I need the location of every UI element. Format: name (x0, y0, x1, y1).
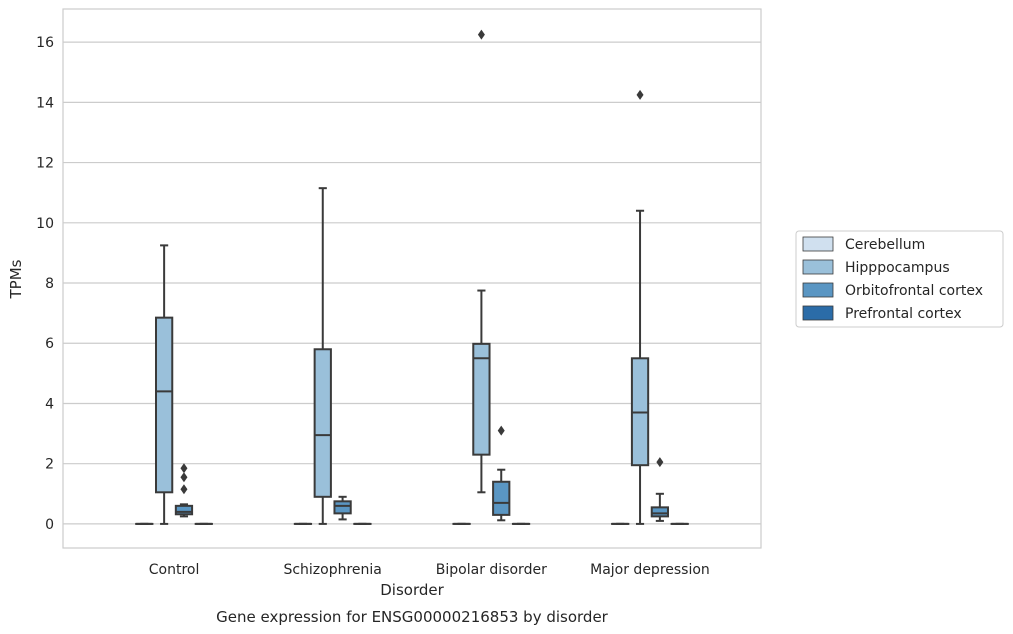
outlier-point (477, 29, 485, 40)
box-plots (135, 29, 689, 525)
x-tick-labels: Control Schizophrenia Bipolar disorder Majo… (149, 562, 710, 578)
legend-label: Orbitofrontal cortex (845, 283, 983, 299)
box-body (492, 480, 511, 516)
box-hipppocampus (313, 187, 332, 525)
legend-label: Hipppocampus (845, 260, 950, 276)
legend-swatch (802, 236, 834, 252)
legend-swatch (802, 305, 834, 321)
outlier-point (180, 463, 188, 474)
box-hipppocampus (155, 244, 174, 525)
outlier-point (656, 457, 664, 468)
x-tick-label: Schizophrenia (283, 562, 381, 578)
box-orbitofrontal-cortex (650, 457, 669, 522)
y-tick-label: 4 (45, 396, 54, 412)
grid-lines (63, 41, 761, 525)
outlier-point (180, 484, 188, 495)
y-tick-label: 2 (45, 457, 54, 473)
box-orbitofrontal-cortex (174, 463, 194, 518)
x-axis-title: Disorder (380, 581, 444, 599)
outlier-point (497, 425, 505, 436)
y-tick-label: 14 (36, 95, 54, 111)
y-tick-label: 8 (45, 276, 54, 292)
x-tick-label: Bipolar disorder (436, 562, 547, 578)
box-body (174, 504, 194, 516)
box-orbitofrontal-cortex (492, 425, 511, 522)
y-tick-label: 0 (45, 517, 54, 533)
y-tick-label: 12 (36, 156, 54, 172)
box-body (155, 316, 174, 494)
plot-frame (62, 8, 762, 549)
outlier-point (180, 472, 188, 483)
x-tick-label: Control (149, 562, 200, 578)
legend-swatch (802, 282, 834, 298)
box-orbitofrontal-cortex (333, 495, 352, 521)
y-tick-label: 16 (36, 35, 54, 51)
box-body (313, 348, 332, 498)
chart-caption: Gene expression for ENSG00000216853 by d… (216, 608, 609, 626)
box-hipppocampus (630, 89, 650, 525)
legend-items: Cerebellum Hipppocampus Orbitofrontal cort… (802, 236, 983, 322)
box-body (472, 342, 491, 456)
box-hipppocampus (472, 29, 491, 494)
y-tick-labels: 0 2 4 6 8 10 12 14 16 (36, 35, 54, 533)
box-body (333, 500, 352, 515)
outlier-point (636, 89, 644, 100)
legend: Cerebellum Hipppocampus Orbitofrontal cort… (795, 230, 1004, 328)
x-tick-label: Major depression (590, 562, 710, 578)
y-tick-label: 6 (45, 336, 54, 352)
legend-swatch (802, 259, 834, 275)
legend-label: Cerebellum (845, 237, 925, 253)
box-body (650, 506, 669, 518)
y-axis-title: TPMs (7, 259, 25, 299)
legend-label: Prefrontal cortex (845, 306, 962, 322)
legend-frame (795, 230, 1004, 328)
y-tick-label: 10 (36, 216, 54, 232)
